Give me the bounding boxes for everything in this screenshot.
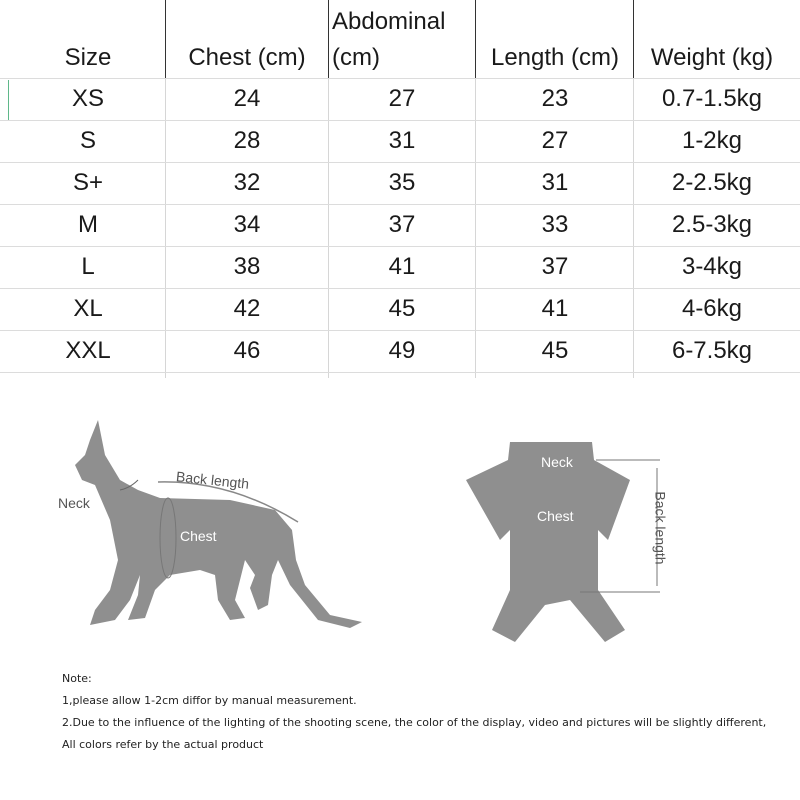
column-divider <box>633 78 634 378</box>
note-2: 2.Due to the influence of the lighting o… <box>62 716 767 729</box>
table-cell: 28 <box>233 127 261 154</box>
table-cell: 6-7.5kg <box>671 337 753 364</box>
row-divider <box>0 372 800 373</box>
table-cell: 3-4kg <box>681 253 743 280</box>
table-cell: 27 <box>541 127 569 154</box>
garment-measurement-figure <box>466 442 660 642</box>
garment-chest-label: Chest <box>537 508 574 524</box>
table-cell: 27 <box>388 85 416 112</box>
column-divider <box>328 78 329 378</box>
garment-neck-label: Neck <box>541 454 573 470</box>
header-size: Size <box>64 44 112 71</box>
table-cell: 42 <box>233 295 261 322</box>
table-cell: 46 <box>233 337 261 364</box>
table-cell: L <box>81 253 95 280</box>
header-divider <box>475 0 476 78</box>
table-cell: S <box>79 127 96 154</box>
note-1: 1,please allow 1-2cm diffor by manual me… <box>62 694 357 707</box>
table-cell: 4-6kg <box>681 295 743 322</box>
header-divider <box>165 0 166 78</box>
column-divider <box>475 78 476 378</box>
row-divider <box>0 288 800 289</box>
table-cell: 49 <box>388 337 416 364</box>
table-cell: 23 <box>541 85 569 112</box>
table-cell: 41 <box>388 253 416 280</box>
size-chart-table: Size Chest (cm) Abdominal (cm) Length (c… <box>0 0 800 380</box>
row-divider <box>0 78 800 79</box>
row-divider <box>0 162 800 163</box>
header-length: Length (cm) <box>490 44 620 71</box>
note-3: All colors refer by the actual product <box>62 738 264 751</box>
table-cell: 2-2.5kg <box>671 169 753 196</box>
table-cell: 37 <box>388 211 416 238</box>
table-cell: 35 <box>388 169 416 196</box>
table-cell: S+ <box>72 169 104 196</box>
row-divider <box>0 120 800 121</box>
table-cell: 31 <box>541 169 569 196</box>
table-cell: XS <box>71 85 104 112</box>
table-cell: 2.5-3kg <box>671 211 753 238</box>
table-cell: 34 <box>233 211 261 238</box>
header-divider <box>328 0 329 78</box>
table-cell: 45 <box>388 295 416 322</box>
header-divider <box>633 0 634 78</box>
cat-measurement-figure <box>75 420 362 628</box>
table-cell: XXL <box>65 337 111 364</box>
table-cell: M <box>78 211 98 238</box>
header-weight: Weight (kg) <box>650 44 774 71</box>
table-cell: 37 <box>541 253 569 280</box>
table-cell: 0.7-1.5kg <box>661 85 763 112</box>
row-divider <box>0 330 800 331</box>
table-cell: 24 <box>233 85 261 112</box>
column-divider <box>165 78 166 378</box>
cat-neck-label: Neck <box>58 495 90 511</box>
header-abdominal: Abdominal <box>332 8 446 35</box>
selection-marker <box>8 80 9 120</box>
table-cell: 38 <box>233 253 261 280</box>
measurement-diagrams: Neck Back length Chest Neck Chest Back l… <box>0 400 800 650</box>
table-cell: XL <box>73 295 103 322</box>
table-cell: 31 <box>388 127 416 154</box>
cat-chest-label: Chest <box>180 528 217 544</box>
notes-title: Note: <box>62 672 92 685</box>
header-abdominal-unit: (cm) <box>332 44 380 71</box>
table-cell: 33 <box>541 211 569 238</box>
row-divider <box>0 246 800 247</box>
notes-section: Note: 1,please allow 1-2cm diffor by man… <box>62 668 766 756</box>
table-cell: 32 <box>233 169 261 196</box>
garment-back-length-label: Back length <box>652 491 669 565</box>
table-cell: 45 <box>541 337 569 364</box>
header-chest: Chest (cm) <box>188 44 306 71</box>
row-divider <box>0 204 800 205</box>
table-cell: 1-2kg <box>681 127 743 154</box>
table-cell: 41 <box>541 295 569 322</box>
